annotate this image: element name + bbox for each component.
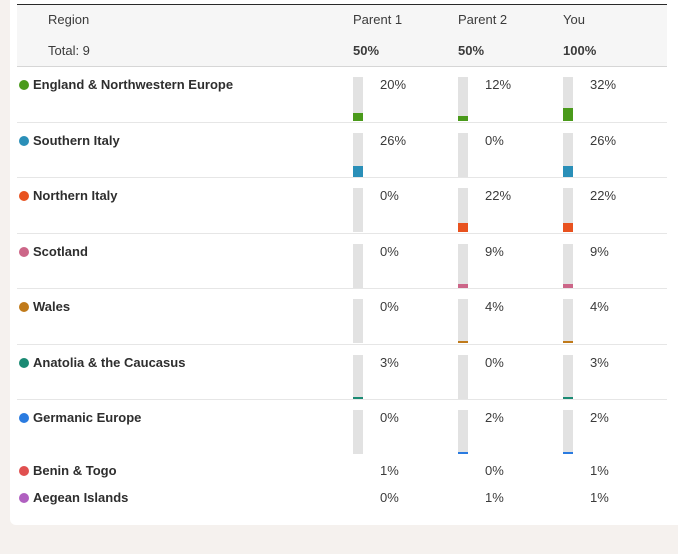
you-total: 100% [563,43,597,58]
region-row: Anatolia & the Caucasus 3% 0% 3% [17,344,667,400]
region-column-header: Region [48,12,90,27]
you-bar-fill [563,452,573,454]
parent2-percent: 0% [485,133,504,148]
parent1-percent: 26% [380,133,407,148]
region-name: Benin & Togo [33,463,117,478]
region-row: England & Northwestern Europe 20% 12% 32% [17,66,667,123]
you-bar [563,410,573,454]
parent1-percent: 20% [380,77,407,92]
parent1-bar-fill [353,166,363,177]
region-name: Scotland [33,244,88,259]
region-name: Southern Italy [33,133,120,148]
parent1-column-header: Parent 1 [353,12,403,27]
parent2-bar [458,133,468,177]
parent1-bar-fill [353,113,363,121]
region-row: Scotland 0% 9% 9% [17,233,667,289]
region-name: Aegean Islands [33,490,129,505]
parent1-percent: 1% [380,463,399,478]
you-percent: 1% [590,490,609,505]
region-row: Wales 0% 4% 4% [17,288,667,345]
parent1-bar [353,133,363,177]
you-bar-fill [563,341,573,343]
parent2-bar [458,188,468,232]
parent2-bar-fill [458,452,468,454]
region-color-dot [19,136,29,146]
you-percent: 1% [590,463,609,478]
you-percent: 2% [590,410,609,425]
parent1-percent: 0% [380,490,399,505]
parent2-percent: 0% [485,463,504,478]
region-color-dot [19,302,29,312]
region-row: Aegean Islands 0% 1% 1% [17,490,667,517]
parent2-column-header: Parent 2 [458,12,508,27]
parent2-percent: 0% [485,355,504,370]
you-bar-fill [563,166,573,177]
parent2-total: 50% [458,43,485,58]
you-percent: 4% [590,299,609,314]
parent2-percent: 1% [485,490,504,505]
region-row: Southern Italy 26% 0% 26% [17,122,667,178]
parent2-bar [458,410,468,454]
you-percent: 22% [590,188,617,203]
region-color-dot [19,247,29,257]
parent2-percent: 9% [485,244,504,259]
region-row: Germanic Europe 0% 2% 2% [17,399,667,455]
parent1-percent: 0% [380,188,399,203]
parent1-bar [353,410,363,454]
total-count: Total: 9 [48,43,90,58]
region-name: Northern Italy [33,188,118,203]
parent1-percent: 0% [380,244,399,259]
parent1-bar [353,77,363,121]
parent2-percent: 12% [485,77,512,92]
parent2-bar-fill [458,223,468,232]
region-color-dot [19,413,29,423]
parent1-percent: 0% [380,299,399,314]
region-color-dot [19,191,29,201]
parent2-bar [458,299,468,343]
parent1-total: 50% [353,43,380,58]
you-percent: 3% [590,355,609,370]
parent2-bar-fill [458,284,468,288]
parent1-bar [353,355,363,399]
region-name: Wales [33,299,71,314]
region-row: Benin & Togo 1% 0% 1% [17,463,667,490]
you-bar-fill [563,223,573,232]
you-percent: 26% [590,133,617,148]
you-percent: 9% [590,244,609,259]
parent1-percent: 0% [380,410,399,425]
you-bar [563,355,573,399]
region-row: Northern Italy 0% 22% 22% [17,177,667,234]
you-bar-fill [563,397,573,399]
you-bar-fill [563,284,573,288]
region-name: Anatolia & the Caucasus [33,355,186,370]
parent2-bar-fill [458,116,468,121]
parent2-bar [458,355,468,399]
region-color-dot [19,466,29,476]
parent1-percent: 3% [380,355,399,370]
region-color-dot [19,358,29,368]
you-bar [563,188,573,232]
region-name: Germanic Europe [33,410,142,425]
you-bar [563,244,573,288]
region-name: England & Northwestern Europe [33,77,234,92]
parent1-bar [353,188,363,232]
you-percent: 32% [590,77,617,92]
parent2-percent: 2% [485,410,504,425]
you-bar [563,299,573,343]
table-header: Region Total: 9 Parent 1 50% Parent 2 50… [17,4,667,67]
you-bar [563,77,573,121]
region-color-dot [19,493,29,503]
parent2-bar [458,77,468,121]
you-bar-fill [563,108,573,121]
region-color-dot [19,80,29,90]
parent2-bar-fill [458,341,468,343]
you-bar [563,133,573,177]
parent2-percent: 4% [485,299,504,314]
parent1-bar [353,244,363,288]
you-column-header: You [563,12,585,27]
parent1-bar-fill [353,397,363,399]
parent1-bar [353,299,363,343]
parent2-bar [458,244,468,288]
parent2-percent: 22% [485,188,512,203]
